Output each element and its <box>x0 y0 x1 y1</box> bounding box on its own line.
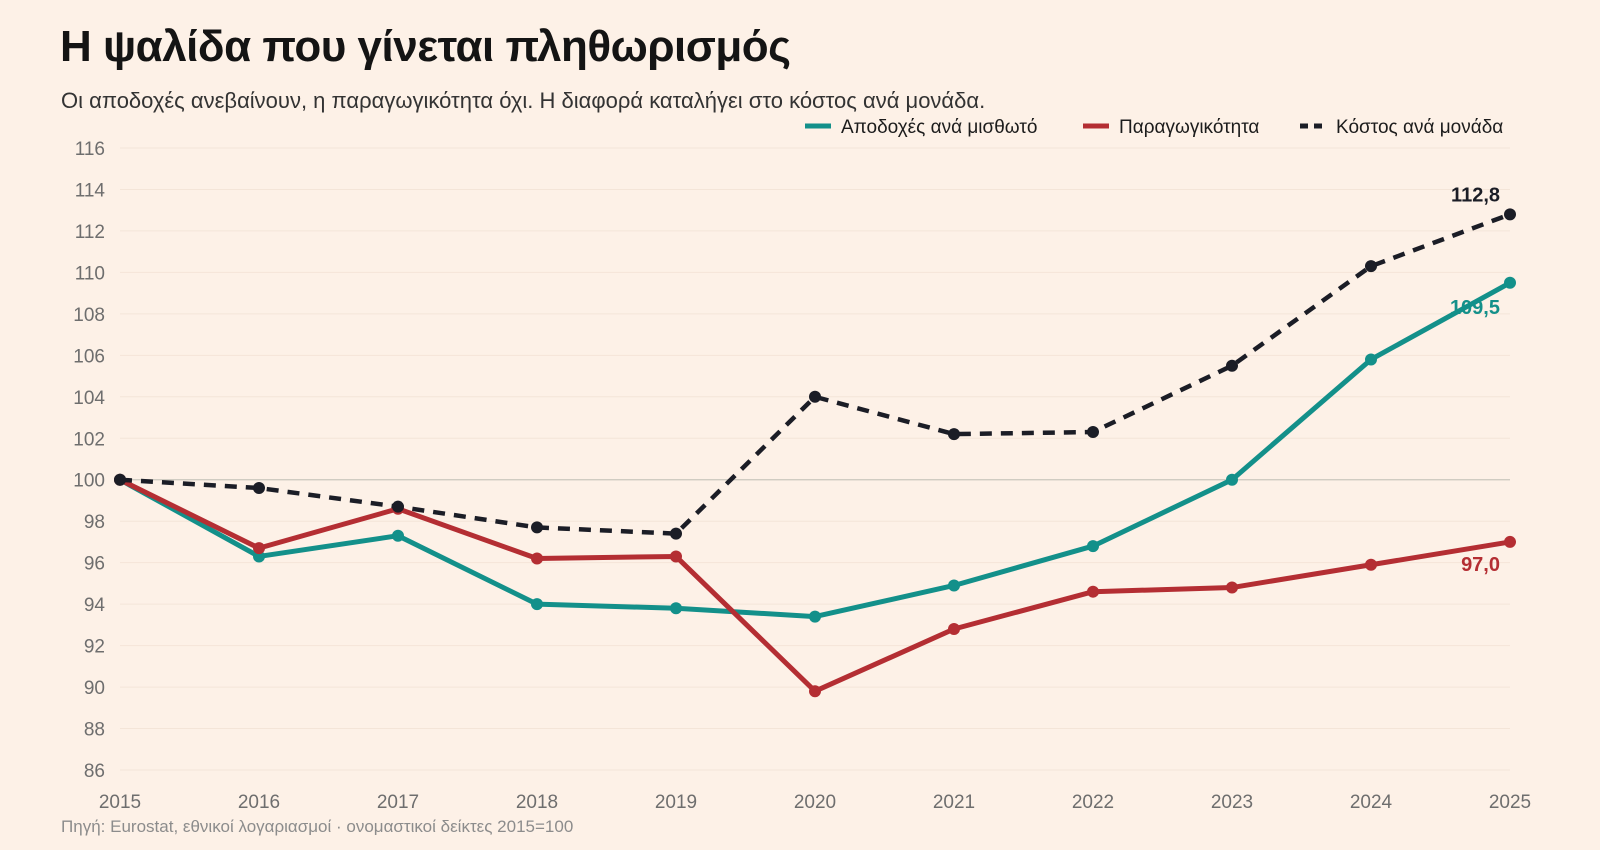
series-lines <box>114 208 1516 698</box>
y-tick-label: 100 <box>73 471 105 492</box>
x-tick-label: 2023 <box>1211 792 1253 813</box>
data-point-series-2 <box>253 542 265 555</box>
y-tick-label: 116 <box>75 139 105 160</box>
y-tick-label: 86 <box>84 761 105 782</box>
y-tick-label: 92 <box>84 637 105 658</box>
x-tick-label: 2016 <box>238 792 280 813</box>
data-point-series-3 <box>531 521 543 534</box>
data-point-series-3 <box>670 527 682 540</box>
data-point-series-3 <box>253 482 265 495</box>
data-point-series-1 <box>1365 353 1377 366</box>
data-point-series-2 <box>1226 581 1238 594</box>
y-tick-label: 104 <box>73 388 105 409</box>
data-point-series-2 <box>809 685 821 698</box>
data-point-series-3 <box>1226 359 1238 372</box>
data-point-series-3 <box>1365 260 1377 273</box>
data-point-series-3 <box>1504 208 1516 221</box>
x-tick-label: 2022 <box>1072 792 1114 813</box>
legend-label-1: Αποδοχές ανά μισθωτό <box>841 117 1037 138</box>
data-point-series-1 <box>948 579 960 592</box>
chart-title: Η ψαλίδα που γίνεται πληθωρισμός <box>60 22 791 71</box>
data-point-series-3 <box>392 500 404 513</box>
end-label-series-1: 109,5 <box>1450 297 1500 319</box>
y-tick-label: 94 <box>84 595 106 616</box>
x-tick-label: 2025 <box>1489 792 1531 813</box>
x-tick-label: 2021 <box>933 792 975 813</box>
data-point-series-2 <box>948 623 960 636</box>
data-point-series-1 <box>670 602 682 615</box>
data-point-series-1 <box>531 598 543 611</box>
x-tick-label: 2015 <box>99 792 141 813</box>
data-point-series-2 <box>531 552 543 565</box>
end-labels: 109,5 97,0 112,8 <box>1450 184 1500 576</box>
series-line-3 <box>119 212 1511 536</box>
end-label-series-2: 97,0 <box>1461 554 1500 576</box>
data-point-series-1 <box>392 529 404 542</box>
source-note: Πηγή: Eurostat, εθνικοί λογαριασμοί · ον… <box>61 817 574 836</box>
data-point-series-1 <box>1504 276 1516 289</box>
data-point-series-3 <box>948 428 960 441</box>
data-point-series-2 <box>1087 585 1099 598</box>
grid-lines <box>120 147 1510 771</box>
x-tick-label: 2024 <box>1350 792 1393 813</box>
legend-label-2: Παραγωγικότητα <box>1119 117 1259 138</box>
data-point-series-1 <box>1087 540 1099 553</box>
data-point-series-3 <box>114 473 126 486</box>
series-line-2 <box>117 477 1513 694</box>
y-tick-label: 106 <box>73 346 105 367</box>
y-axis: 86 88 90 92 94 96 98 100 102 104 106 108 110 112 114 11… <box>73 139 105 782</box>
x-tick-label: 2017 <box>377 792 419 813</box>
y-tick-label: 96 <box>84 554 105 575</box>
x-tick-label: 2020 <box>794 792 836 813</box>
data-point-series-1 <box>1226 473 1238 486</box>
data-point-series-1 <box>253 550 265 563</box>
y-tick-label: 90 <box>84 678 105 699</box>
y-tick-label: 102 <box>73 429 105 450</box>
y-tick-label: 88 <box>84 720 105 741</box>
data-point-series-2 <box>670 550 682 563</box>
chart-subtitle: Οι αποδοχές ανεβαίνουν, η παραγωγικότητα… <box>61 88 986 113</box>
y-tick-label: 108 <box>73 305 105 326</box>
data-point-series-2 <box>1504 535 1516 548</box>
end-label-series-3: 112,8 <box>1451 184 1500 206</box>
legend-label-3: Κόστος ανά μονάδα <box>1336 117 1503 138</box>
x-tick-label: 2019 <box>655 792 697 813</box>
data-point-series-1 <box>809 610 821 623</box>
x-axis: 2015 2016 2017 2018 2019 2020 2021 2022 2023 2024… <box>99 792 1531 813</box>
series-line-1 <box>117 280 1513 620</box>
legend: Αποδοχές ανά μισθωτό Παραγωγικότητα Κόστος… <box>805 117 1503 138</box>
data-point-series-3 <box>1087 426 1099 439</box>
data-point-series-2 <box>1365 558 1377 571</box>
y-tick-label: 98 <box>84 512 105 533</box>
y-tick-label: 110 <box>75 263 105 284</box>
data-point-series-3 <box>809 390 821 403</box>
x-tick-label: 2018 <box>516 792 558 813</box>
y-tick-label: 114 <box>75 180 106 201</box>
y-tick-label: 112 <box>75 222 105 243</box>
